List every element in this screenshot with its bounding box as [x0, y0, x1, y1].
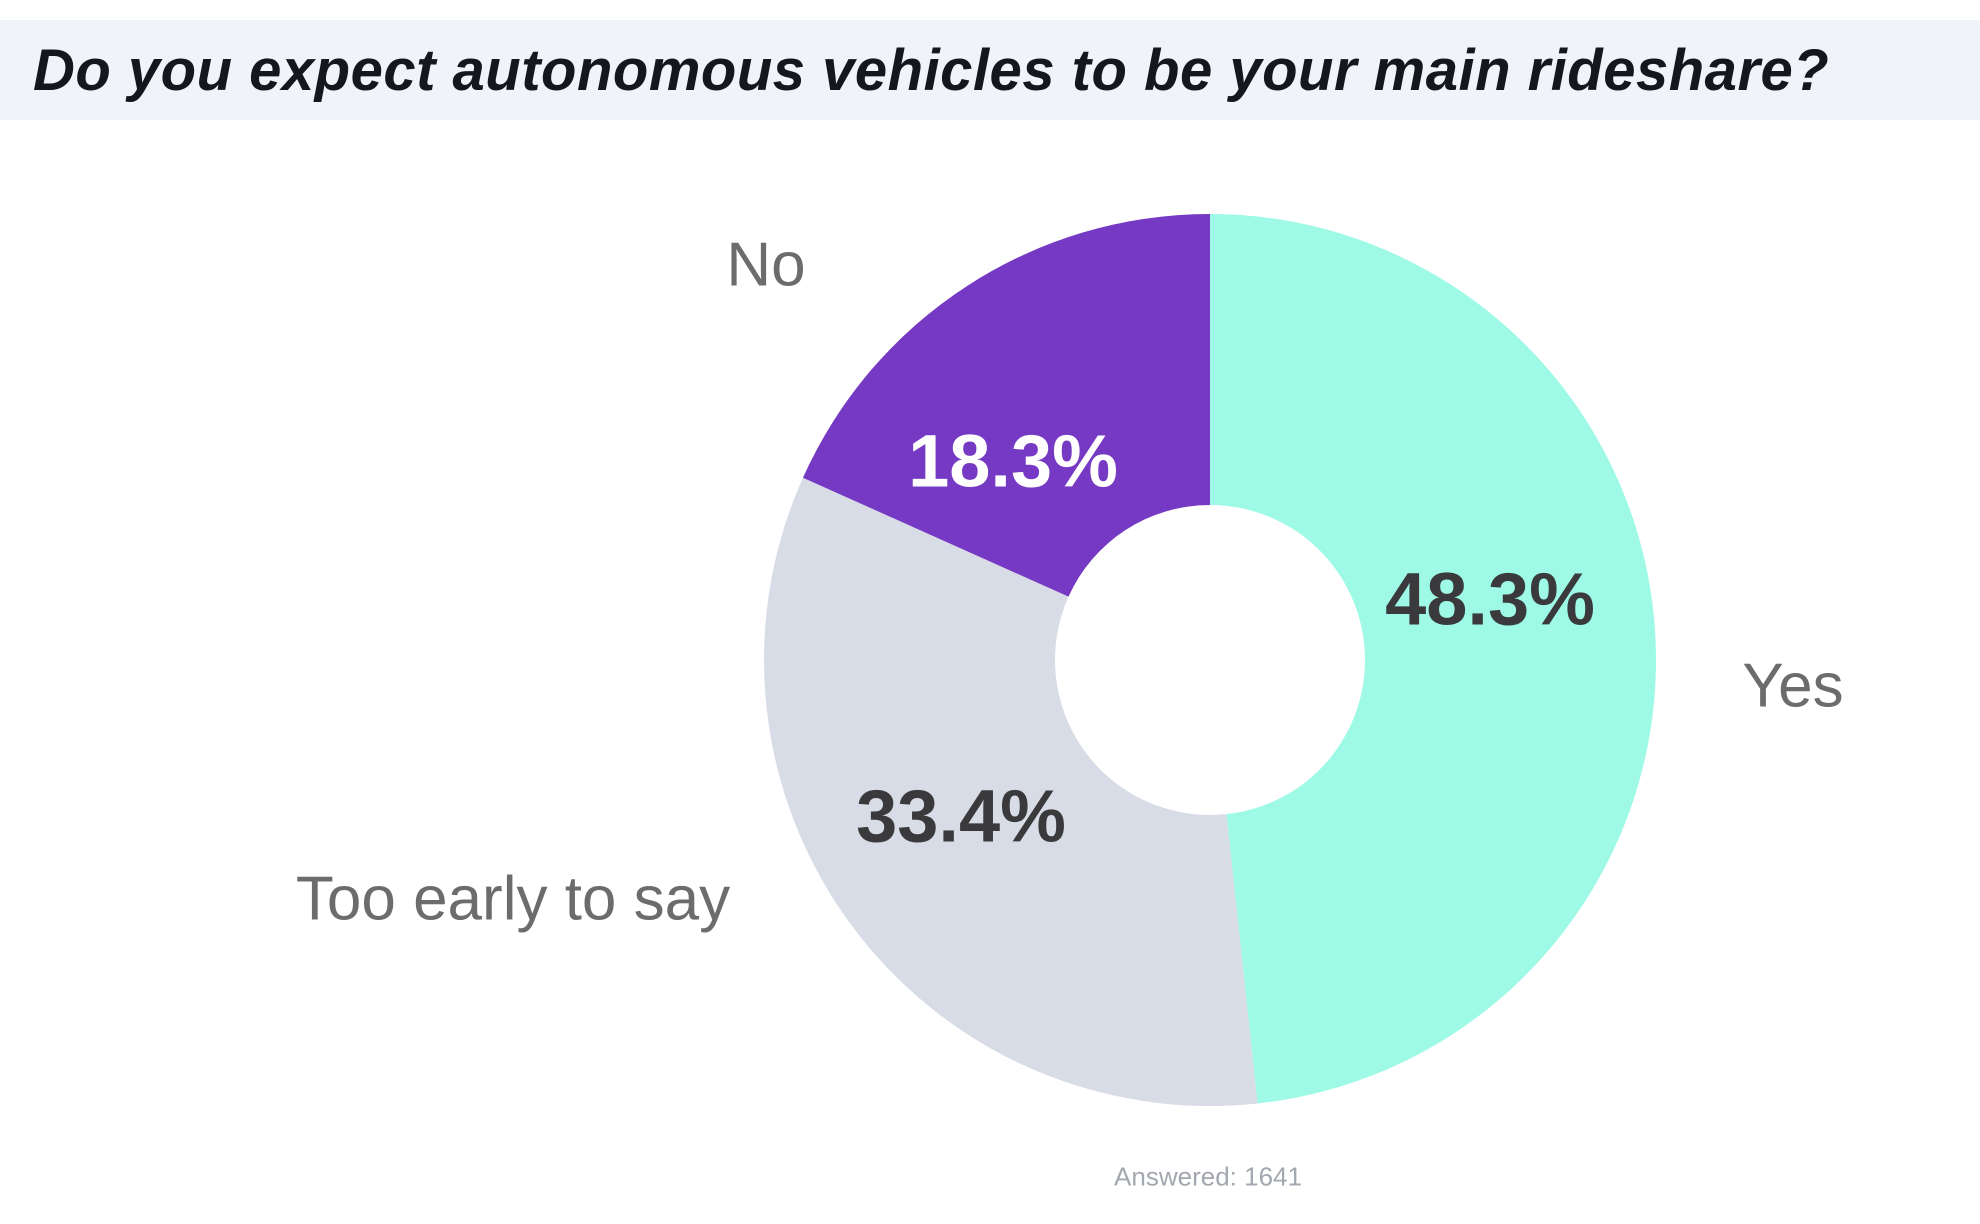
pie-slice-yes [1210, 214, 1657, 1104]
category-label-too-early-to-say: Too early to say [295, 864, 731, 934]
pie-slice-no [802, 214, 1210, 597]
pie-slice-too-early-to-say [763, 477, 1258, 1107]
answered-count: Answered: 1641 [1114, 1161, 1302, 1192]
category-label-yes: Yes [1742, 651, 1844, 721]
value-label-no: 18.3% [908, 419, 1118, 503]
value-label-yes: 48.3% [1385, 557, 1595, 641]
chart-title: Do you expect autonomous vehicles to be … [33, 37, 1830, 103]
question-banner: Do you expect autonomous vehicles to be … [0, 20, 1980, 120]
value-label-too-early-to-say: 33.4% [856, 774, 1066, 858]
category-label-no: No [726, 230, 806, 300]
